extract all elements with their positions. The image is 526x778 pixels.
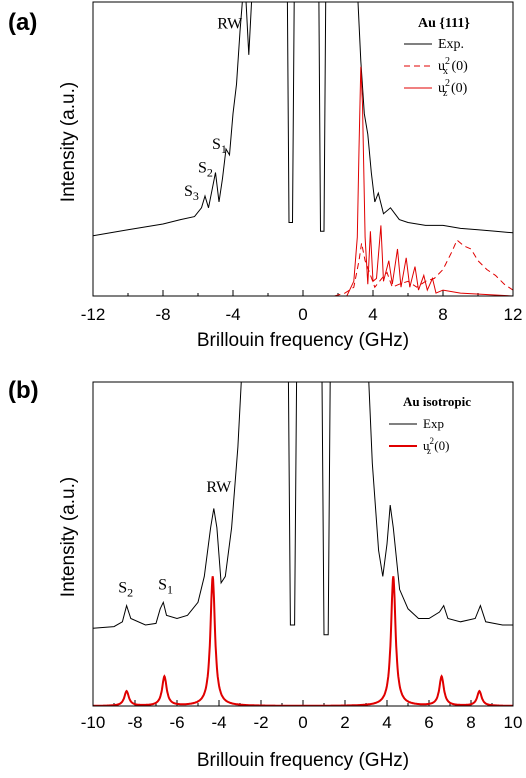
peak-annotation: S1 xyxy=(158,576,173,596)
peak-annotation: S2 xyxy=(118,580,133,600)
plot-frame-b xyxy=(92,381,514,707)
panel-label-a: (a) xyxy=(8,9,37,36)
x-axis-label-b: Brillouin frequency (GHz) xyxy=(197,750,409,771)
plot-area-a: -12 -8 -4 0 4 8 12 RW S1 S2 S3 xyxy=(81,2,523,324)
x-tick-label-a: 8 xyxy=(438,305,447,324)
x-tick-label-b: -2 xyxy=(253,713,268,732)
peak-annotation: RW xyxy=(206,479,232,496)
peak-annotation: S2 xyxy=(198,160,213,180)
x-tick-label-b: 10 xyxy=(504,713,523,732)
x-tick-label-b: 8 xyxy=(466,713,475,732)
legend-label: Exp xyxy=(423,416,444,431)
panel-label-b: (b) xyxy=(8,377,39,404)
series-line-1 xyxy=(93,2,513,237)
series-line-2 xyxy=(334,239,513,296)
x-tick-label-b: -6 xyxy=(169,713,184,732)
x-tick-label-b: -10 xyxy=(81,713,106,732)
legend-a: Au {111} Exp. u2 x (0)u2 z (0) xyxy=(404,16,470,99)
legend-label: u2 z (0) xyxy=(423,436,449,456)
series-line-1 xyxy=(93,382,513,636)
x-tick-label-b: 4 xyxy=(382,713,391,732)
legend-label: u2 z (0) xyxy=(438,78,468,99)
x-tick-label-a: 4 xyxy=(368,305,377,324)
x-tick-label-b: -8 xyxy=(127,713,142,732)
x-tick-label-a: -4 xyxy=(225,305,240,324)
legend-b: Au isotropic Exp u2 z (0) xyxy=(389,394,471,456)
panel-a: (a) Intensity (a.u.) Brillouin frequency… xyxy=(8,1,523,351)
legend-label: u2 x (0) xyxy=(438,56,468,77)
x-tick-label-a: -12 xyxy=(81,305,106,324)
y-axis-label-b: Intensity (a.u.) xyxy=(58,477,79,597)
x-tick-label-b: -4 xyxy=(211,713,226,732)
legend-title-a: Au {111} xyxy=(418,16,470,31)
series-line-3 xyxy=(346,66,513,296)
peak-annotation: RW xyxy=(217,15,243,32)
x-axis-label-a: Brillouin frequency (GHz) xyxy=(197,330,409,351)
plot-frame-a xyxy=(92,1,514,297)
plot-area-b: -10 -8 -6 -4 -2 0 2 4 6 8 10 RW S2 S1 xyxy=(81,382,523,732)
x-tick-label-a: -8 xyxy=(155,305,170,324)
peak-annotation: S1 xyxy=(212,136,227,156)
legend-title-b: Au isotropic xyxy=(403,394,471,409)
x-tick-label-b: 0 xyxy=(298,713,307,732)
x-tick-label-a: 12 xyxy=(504,305,523,324)
x-tick-label-b: 6 xyxy=(424,713,433,732)
legend-label: Exp. xyxy=(438,37,464,52)
series-line-2 xyxy=(93,576,513,706)
y-axis-label-a: Intensity (a.u.) xyxy=(58,82,79,202)
panel-b: (b) Intensity (a.u.) Brillouin frequency… xyxy=(8,377,523,771)
x-tick-label-b: 2 xyxy=(340,713,349,732)
x-tick-label-a: 0 xyxy=(298,305,307,324)
peak-annotation: S3 xyxy=(184,183,199,203)
